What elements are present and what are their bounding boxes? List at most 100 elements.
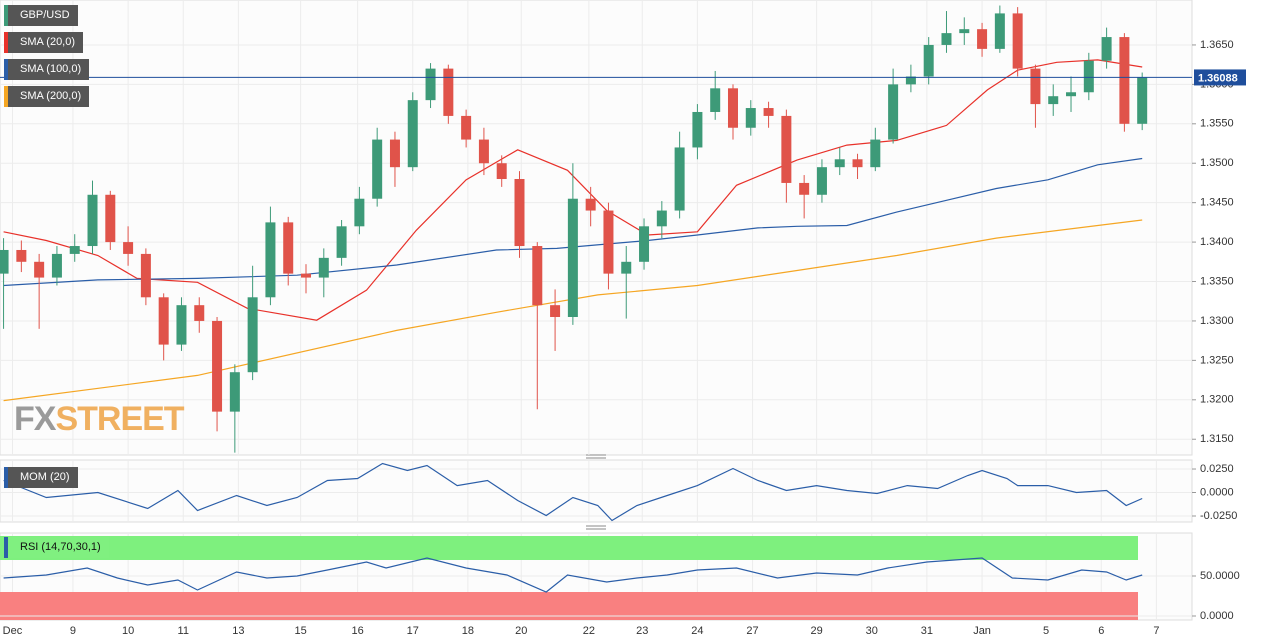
candle-body: [852, 159, 863, 168]
candle-body: [336, 226, 347, 258]
x-tick-label: 15: [295, 625, 307, 637]
candle-body: [16, 249, 27, 262]
x-tick-label: 5: [1043, 625, 1049, 637]
candle-body: [478, 139, 489, 164]
candle-body: [834, 159, 845, 168]
candle-body: [888, 84, 899, 140]
x-tick-label: 29: [810, 625, 822, 637]
x-tick-label: 6: [1098, 625, 1104, 637]
x-tick-label: 24: [691, 625, 703, 637]
candle-body: [372, 139, 383, 199]
watermark-fx: FX: [14, 400, 56, 438]
candle-body: [123, 242, 134, 254]
x-tick-label: 27: [746, 625, 758, 637]
candle-body: [158, 297, 169, 345]
candle-body: [51, 253, 62, 278]
y-tick-label: 1.3500: [1200, 157, 1234, 169]
y-tick-label: 0.0000: [1200, 486, 1234, 498]
y-tick-label: 1.3650: [1200, 39, 1234, 51]
legend-entry[interactable]: SMA (100,0): [4, 59, 90, 80]
candle-body: [1066, 92, 1077, 97]
candle-body: [816, 167, 827, 195]
candle-body: [941, 33, 952, 45]
candle-body: [550, 305, 561, 318]
indicator-line: [3, 157, 1143, 287]
x-tick-label: 11: [178, 625, 189, 637]
indicator-line: [3, 59, 1143, 321]
candle-body: [229, 372, 240, 412]
candle-body: [301, 273, 312, 278]
candle-body: [870, 139, 881, 168]
legend-entry[interactable]: SMA (20,0): [4, 32, 84, 53]
x-tick-label: 22: [583, 625, 595, 637]
candle-body: [674, 147, 685, 211]
y-tick-label: 1.3250: [1200, 354, 1234, 366]
candle-body: [69, 246, 80, 254]
candle-body: [1030, 68, 1041, 105]
y-tick-label: -0.0250: [1200, 510, 1237, 522]
indicator-line: [3, 462, 1143, 522]
candle-body: [514, 179, 525, 247]
candle-body: [532, 246, 543, 306]
legend-symbol[interactable]: GBP/USD: [4, 5, 78, 26]
splitter-grip[interactable]: [586, 525, 606, 530]
candle-body: [585, 198, 596, 211]
candle-body: [389, 139, 400, 168]
candle-body: [799, 182, 810, 195]
y-tick-label: 1.3450: [1200, 197, 1234, 209]
x-tick-label: 16: [351, 625, 363, 637]
candle-body: [407, 100, 418, 168]
candle-body: [105, 194, 116, 243]
candle-body: [1083, 60, 1094, 93]
candle-body: [977, 29, 988, 49]
candle-body: [656, 210, 667, 227]
candle-body: [763, 108, 774, 116]
candle-body: [994, 13, 1005, 49]
x-tick-label: 18: [462, 625, 474, 637]
mom-panel: [0, 459, 1193, 523]
x-tick-label: 17: [407, 625, 419, 637]
candle-body: [710, 88, 721, 112]
overbought-band: [0, 536, 1138, 560]
candle-body: [1101, 37, 1112, 61]
y-tick-label: 1.3200: [1200, 394, 1234, 406]
indicator-line: [3, 557, 1143, 593]
last-price-box: [1194, 69, 1246, 86]
candle-body: [247, 297, 258, 373]
candle-body: [781, 115, 792, 183]
y-tick-label: 0.0250: [1200, 463, 1234, 475]
candle-body: [461, 115, 472, 140]
y-tick-label: 1.3150: [1200, 433, 1234, 445]
legend-entry[interactable]: MOM (20): [4, 467, 78, 488]
candle-body: [318, 257, 329, 278]
candle-body: [425, 68, 436, 101]
candle-body: [87, 194, 98, 247]
legend-entry[interactable]: RSI (14,70,30,1): [4, 537, 109, 558]
last-price-label: 1.36088: [1198, 72, 1238, 84]
candle-body: [959, 29, 970, 34]
candle-body: [140, 253, 151, 298]
y-tick-label: 0.0000: [1200, 610, 1234, 622]
candle-body: [34, 261, 45, 278]
candle-body: [621, 261, 632, 274]
candle-body: [1012, 13, 1023, 69]
splitter-grip[interactable]: [586, 454, 606, 459]
candle-body: [1119, 37, 1130, 124]
watermark-street: STREET: [55, 400, 184, 438]
y-tick-label: 1.3350: [1200, 275, 1234, 287]
candle-body: [692, 111, 703, 148]
candle-body: [176, 305, 187, 345]
candle-body: [443, 68, 454, 116]
candle-body: [354, 198, 365, 227]
candle-body: [1137, 77, 1148, 124]
x-tick-label: 20: [515, 625, 527, 637]
candle-body: [639, 226, 650, 262]
y-tick-label: 1.3400: [1200, 236, 1234, 248]
candle-body: [1048, 96, 1059, 105]
x-tick-label: 31: [921, 625, 933, 637]
watermark: FXSTREET: [14, 400, 185, 439]
legend-entry[interactable]: SMA (200,0): [4, 86, 90, 107]
x-tick-label: 7: [1153, 625, 1159, 637]
